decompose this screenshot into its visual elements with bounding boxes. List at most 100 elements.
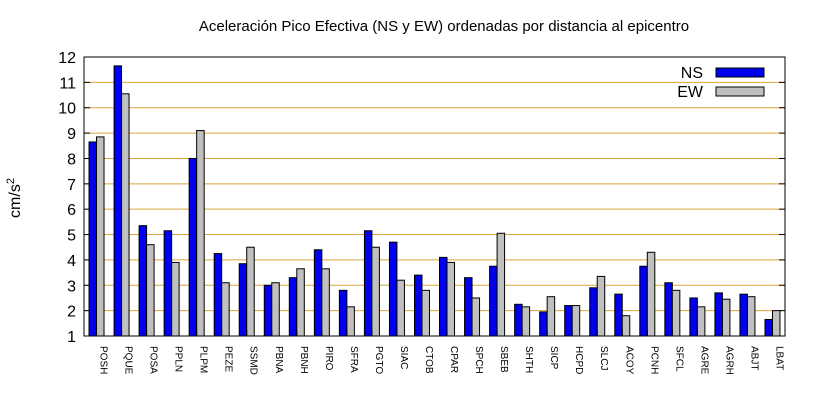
bar-ns-siac <box>388 241 398 337</box>
bar-ns-lbat <box>764 319 773 337</box>
bar-ew-siac <box>396 279 405 337</box>
x-tick-label: CTOB <box>423 346 434 374</box>
bar-ns-piro <box>313 249 323 337</box>
bar-ew-spch <box>471 297 481 337</box>
bar-ew-ppln <box>171 261 180 337</box>
bar-ns-sicp <box>539 311 548 337</box>
bar-ew-posh <box>96 136 105 337</box>
bar-ns-pbnh <box>288 277 298 337</box>
x-tick-label: SBEB <box>498 346 509 373</box>
x-tick-label: POSH <box>98 346 109 374</box>
x-tick-label: LBAT <box>773 346 784 370</box>
bar-ew-cpar <box>446 261 456 337</box>
bar-ns-hcpd <box>564 305 573 337</box>
plot-frame <box>83 56 786 337</box>
x-tick-label: PLPM <box>198 346 209 373</box>
y-tick-label: 2 <box>67 304 76 321</box>
bar-ew-posa <box>146 244 155 337</box>
bar-ns-sbeb <box>489 265 498 337</box>
bar-ew-pbnh <box>296 268 305 337</box>
bar-ew-agre <box>696 306 706 337</box>
x-tick-label: SFRA <box>348 346 359 373</box>
y-axis-label-unit: cm/s <box>7 184 24 218</box>
bar-ew-sfcl <box>671 289 681 337</box>
y-tick-label: 4 <box>67 253 76 270</box>
x-tick-label: CPAR <box>448 346 459 373</box>
x-tick-label: HCPD <box>573 346 584 374</box>
x-tick-label: AGRE <box>698 346 709 375</box>
bar-ew-ssmd <box>246 246 255 337</box>
legend: NS EW <box>677 65 765 101</box>
y-tick-label: 1 <box>67 329 76 346</box>
bar-ns-sfcl <box>664 282 673 337</box>
x-tick-label: ABJT <box>748 346 759 370</box>
bar-ns-ctob <box>413 274 423 337</box>
bar-ns-pque <box>113 65 123 337</box>
x-tick-label: SLCJ <box>598 346 609 370</box>
x-tick-label: PCNH <box>648 346 659 374</box>
bar-ew-agrh <box>721 298 731 337</box>
bar-ns-plpm <box>188 157 198 337</box>
y-tick-label: 12 <box>58 50 76 67</box>
x-tick-label: PEZE <box>223 346 234 372</box>
y-tick-label: 7 <box>67 177 76 194</box>
y-tick-label: 10 <box>58 101 76 118</box>
y-tick-label: 3 <box>67 278 76 295</box>
x-tick-labels: POSH PQUE POSA PPLN PLPM PEZE SSMD PBNA PBNH PIRO… <box>96 330 784 375</box>
y-tick-label: 9 <box>67 126 76 143</box>
bar-ns-shth <box>514 303 523 337</box>
bar-ew-acoy <box>621 315 631 337</box>
x-tick-label: POSA <box>148 346 159 374</box>
bar-ew-abjt <box>746 296 756 337</box>
bar-ew-sfra <box>346 306 355 337</box>
bar-ew-pque <box>121 93 130 337</box>
bar-ns-pcnh <box>639 265 648 337</box>
bar-ew-shth <box>521 306 531 337</box>
bar-ew-hcpd <box>571 305 581 337</box>
bar-ew-slcj <box>596 275 606 337</box>
bar-ns-abjt <box>739 293 748 337</box>
bar-ns-agre <box>689 297 698 337</box>
y-tick-label: 8 <box>67 151 76 168</box>
bar-ns-acoy <box>614 293 623 337</box>
y-axis-label-exponent: 2 <box>5 178 17 184</box>
legend-label-ns: NS <box>681 65 703 82</box>
bar-ns-pbna <box>263 284 273 337</box>
x-tick-label: PQUE <box>123 346 134 375</box>
x-tick-label: SHTH <box>523 346 534 373</box>
bars <box>88 65 781 337</box>
chart-title: Aceleración Pico Efectiva (NS y EW) orde… <box>199 18 689 35</box>
bar-ew-plpm <box>196 130 205 337</box>
x-tick-label: PPLN <box>173 346 184 372</box>
bar-ns-slcj <box>589 287 598 337</box>
bar-ns-posh <box>88 141 98 337</box>
bar-ew-piro <box>321 268 330 337</box>
bar-ew-pcnh <box>646 251 656 337</box>
bar-ns-cpar <box>439 256 448 337</box>
x-tick-label: SIAC <box>398 346 409 369</box>
x-tick-label: SPCH <box>473 346 484 374</box>
legend-swatch-ew <box>715 86 765 97</box>
x-tick-label: PGTO <box>373 346 384 374</box>
bar-ns-pgto <box>363 230 373 337</box>
bar-ew-ctob <box>421 289 430 337</box>
x-tick-label: SICP <box>548 346 559 370</box>
x-tick-label: SSMD <box>248 346 259 375</box>
y-axis-label: cm/s2 <box>5 178 24 218</box>
y-tick-label: 5 <box>67 228 76 245</box>
bar-ns-ppln <box>163 230 173 337</box>
y-tick-label: 11 <box>59 75 76 92</box>
y-tick-label: 6 <box>67 202 76 219</box>
x-tick-label: AGRH <box>723 346 734 375</box>
bar-ns-ssmd <box>238 263 248 337</box>
bar-ew-lbat <box>771 310 781 337</box>
bar-ns-spch <box>464 277 473 337</box>
bar-ns-agrh <box>714 292 723 337</box>
legend-swatch-ns <box>715 67 765 78</box>
bar-ew-peze <box>221 282 230 337</box>
bar-ew-pgto <box>371 246 380 337</box>
bar-ew-pbna <box>271 282 280 337</box>
bar-ns-posa <box>138 225 148 337</box>
